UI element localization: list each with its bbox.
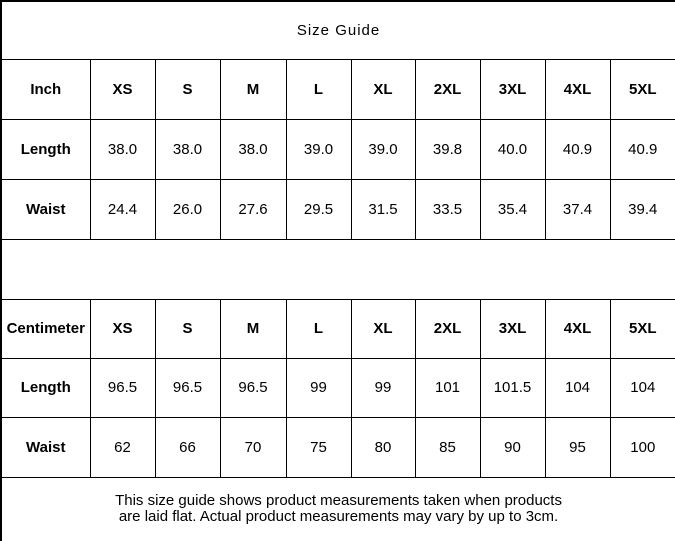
unit-label-centimeter: Centimeter xyxy=(0,298,91,359)
measurement-cell: 38.0 xyxy=(154,118,221,180)
unit-label-inch: Inch xyxy=(0,58,91,120)
footer-note: This size guide shows product measuremen… xyxy=(0,476,675,541)
size-col-header: XS xyxy=(89,298,156,359)
measurement-cell: 99 xyxy=(350,357,416,418)
measurement-cell: 29.5 xyxy=(285,178,352,240)
size-col-header: M xyxy=(219,298,287,359)
footer-note-line-2: are laid flat. Actual product measuremen… xyxy=(118,508,559,526)
inch-waist-row: Waist 24.4 26.0 27.6 29.5 31.5 33.5 35.4… xyxy=(0,178,675,240)
cm-length-row: Length 96.5 96.5 96.5 99 99 101 101.5 10… xyxy=(0,357,675,418)
measurement-cell: 80 xyxy=(350,416,416,478)
measurement-cell: 38.0 xyxy=(89,118,156,180)
size-col-header: 4XL xyxy=(544,58,611,120)
cm-waist-row: Waist 62 66 70 75 80 85 90 95 100 xyxy=(0,416,675,478)
measurement-cell: 104 xyxy=(544,357,611,418)
size-col-header: L xyxy=(285,58,352,120)
measurement-cell: 39.0 xyxy=(350,118,416,180)
size-col-header: 4XL xyxy=(544,298,611,359)
measurement-cell: 95 xyxy=(544,416,611,478)
measurement-cell: 104 xyxy=(609,357,675,418)
size-col-header: M xyxy=(219,58,287,120)
measurement-cell: 99 xyxy=(285,357,352,418)
measurement-cell: 37.4 xyxy=(544,178,611,240)
size-col-header: XL xyxy=(350,58,416,120)
measurement-cell: 90 xyxy=(479,416,546,478)
row-label: Waist xyxy=(0,416,91,478)
measurement-cell: 66 xyxy=(154,416,221,478)
size-col-header: XL xyxy=(350,298,416,359)
size-col-header: XS xyxy=(89,58,156,120)
measurement-cell: 35.4 xyxy=(479,178,546,240)
size-col-header: 2XL xyxy=(414,58,481,120)
measurement-cell: 26.0 xyxy=(154,178,221,240)
cm-header-row: Centimeter XS S M L XL 2XL 3XL 4XL 5XL xyxy=(0,298,675,359)
measurement-cell: 40.9 xyxy=(544,118,611,180)
size-col-header: S xyxy=(154,58,221,120)
measurement-cell: 70 xyxy=(219,416,287,478)
measurement-cell: 40.9 xyxy=(609,118,675,180)
measurement-cell: 38.0 xyxy=(219,118,287,180)
inch-header-row: Inch XS S M L XL 2XL 3XL 4XL 5XL xyxy=(0,58,675,120)
size-col-header: 2XL xyxy=(414,298,481,359)
size-col-header: S xyxy=(154,298,221,359)
measurement-cell: 27.6 xyxy=(219,178,287,240)
size-col-header: 3XL xyxy=(479,298,546,359)
measurement-cell: 40.0 xyxy=(479,118,546,180)
size-col-header: 5XL xyxy=(609,58,675,120)
row-label: Waist xyxy=(0,178,91,240)
measurement-cell: 39.4 xyxy=(609,178,675,240)
measurement-cell: 96.5 xyxy=(219,357,287,418)
size-col-header: L xyxy=(285,298,352,359)
footer-note-line-1: This size guide shows product measuremen… xyxy=(115,492,562,510)
measurement-cell: 33.5 xyxy=(414,178,481,240)
measurement-cell: 101 xyxy=(414,357,481,418)
measurement-cell: 100 xyxy=(609,416,675,478)
inch-length-row: Length 38.0 38.0 38.0 39.0 39.0 39.8 40.… xyxy=(0,118,675,180)
measurement-cell: 101.5 xyxy=(479,357,546,418)
spacer-row xyxy=(0,238,675,300)
row-label: Length xyxy=(0,357,91,418)
size-col-header: 5XL xyxy=(609,298,675,359)
measurement-cell: 62 xyxy=(89,416,156,478)
page-title: Size Guide xyxy=(0,0,675,60)
measurement-cell: 75 xyxy=(285,416,352,478)
measurement-cell: 96.5 xyxy=(89,357,156,418)
measurement-cell: 96.5 xyxy=(154,357,221,418)
measurement-cell: 39.0 xyxy=(285,118,352,180)
measurement-cell: 39.8 xyxy=(414,118,481,180)
measurement-cell: 85 xyxy=(414,416,481,478)
row-label: Length xyxy=(0,118,91,180)
measurement-cell: 24.4 xyxy=(89,178,156,240)
size-col-header: 3XL xyxy=(479,58,546,120)
measurement-cell: 31.5 xyxy=(350,178,416,240)
